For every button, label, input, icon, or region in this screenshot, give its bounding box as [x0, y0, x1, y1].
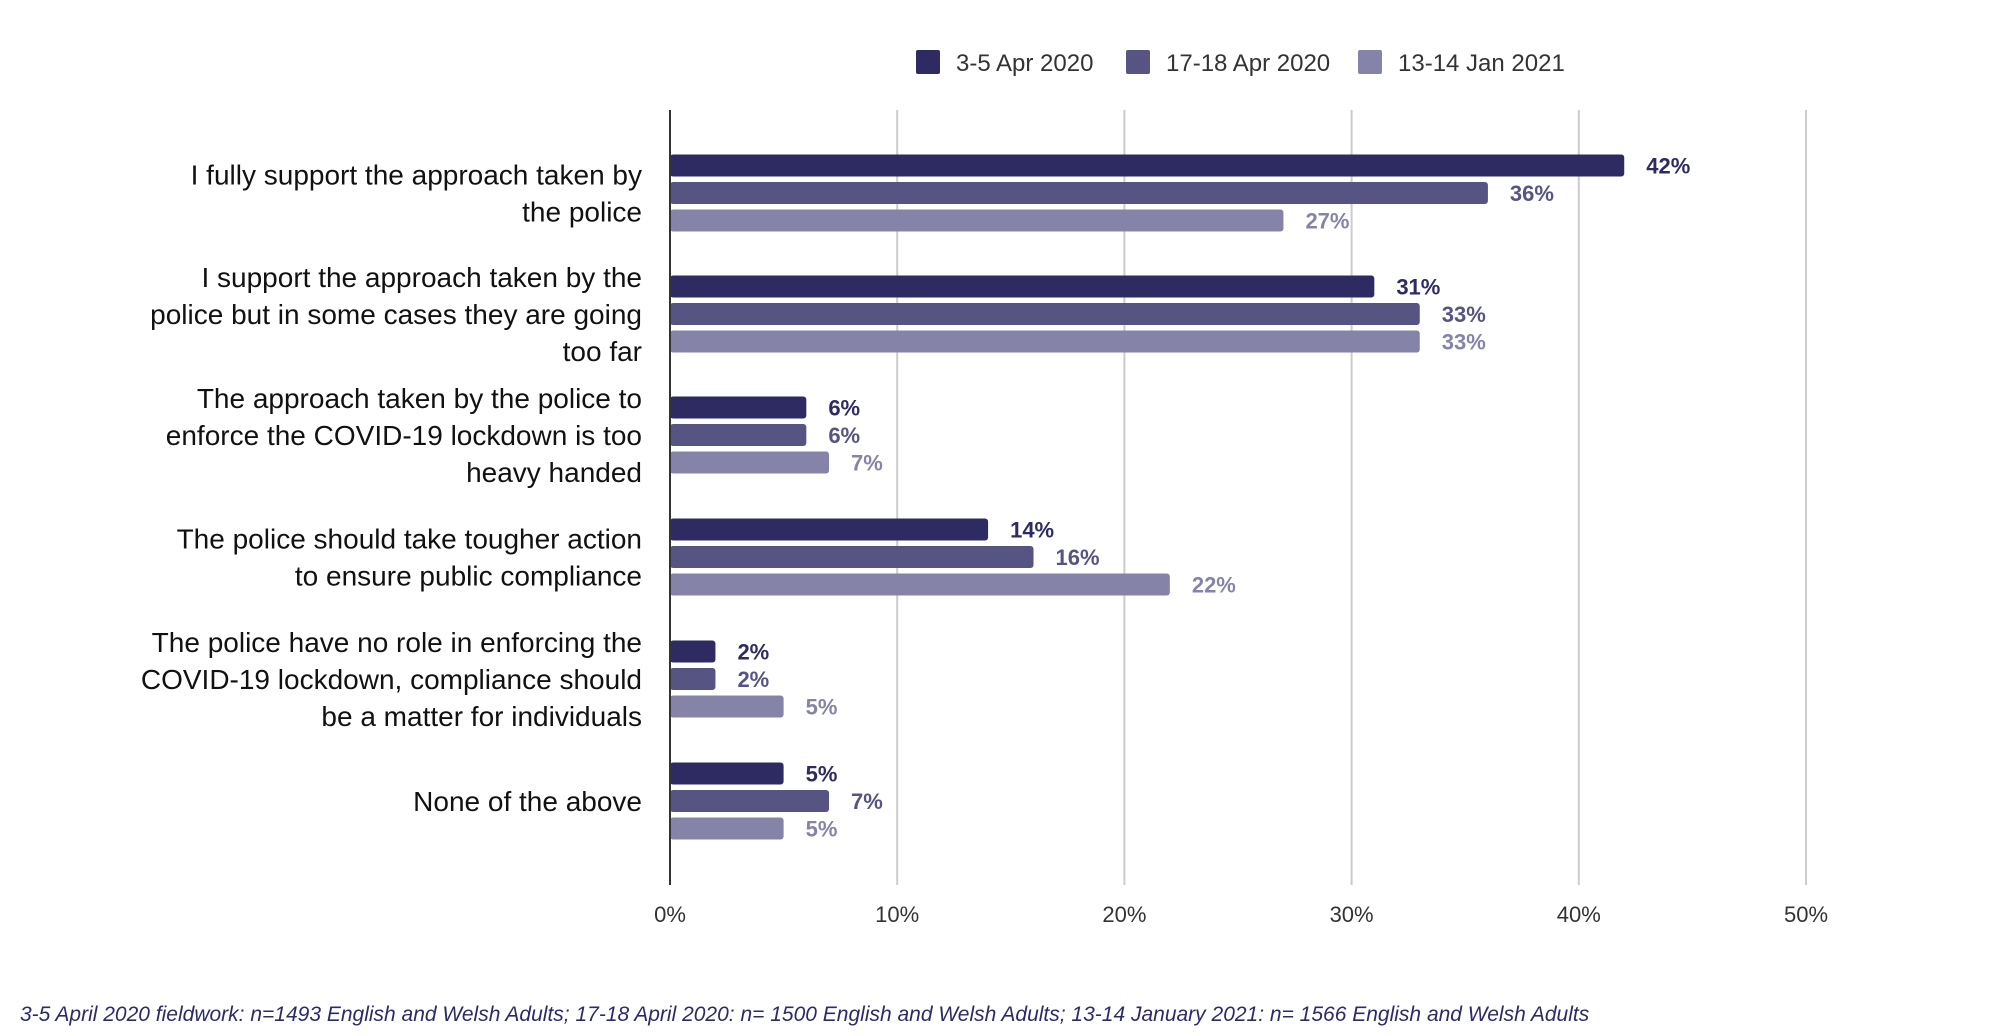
x-tick-label: 10% [875, 902, 919, 927]
category-label: I support the approach taken by the polic… [150, 262, 642, 367]
bar [670, 518, 989, 541]
data-label: 36% [1510, 181, 1554, 206]
data-label: 16% [1056, 545, 1100, 570]
data-label: 2% [737, 667, 769, 692]
bar [670, 668, 716, 690]
category-label: The police have no role in enforcing the… [141, 627, 642, 732]
legend-swatch [1358, 50, 1382, 74]
legend: 3-5 Apr 2020 17-18 Apr 2020 13-14 Jan 2021 [916, 50, 1565, 77]
data-label: 33% [1442, 302, 1486, 327]
legend-item: 13-14 Jan 2021 [1358, 50, 1565, 77]
bar [670, 790, 830, 812]
bar [670, 573, 1170, 596]
data-label: 6% [828, 423, 860, 448]
data-label: 42% [1646, 154, 1690, 179]
data-label: 31% [1396, 275, 1440, 300]
bar [670, 396, 807, 419]
data-label: 7% [851, 451, 883, 476]
bar [670, 640, 716, 663]
bar [670, 817, 784, 840]
category-label: The police should take tougher action to … [177, 524, 642, 592]
legend-swatch [916, 50, 940, 74]
gridlines [896, 110, 1807, 885]
data-label: 6% [828, 396, 860, 421]
bar [670, 209, 1284, 232]
footnote: 3-5 April 2020 fieldwork: n=1493 English… [20, 1003, 1590, 1026]
data-label: 14% [1010, 518, 1054, 543]
x-tick-label: 40% [1557, 902, 1601, 927]
bar [670, 424, 807, 446]
category-label: None of the above [413, 786, 642, 817]
bar [670, 303, 1420, 325]
data-label: 7% [851, 789, 883, 814]
bar [670, 546, 1034, 568]
bars: 42%36%27%31%33%33%6%6%7%14%16%22%2%2%5%5… [670, 154, 1690, 842]
x-tick-label: 0% [654, 902, 686, 927]
legend-item: 17-18 Apr 2020 [1126, 50, 1330, 77]
legend-label: 13-14 Jan 2021 [1398, 50, 1565, 77]
bar [670, 182, 1488, 204]
legend-label: 17-18 Apr 2020 [1166, 50, 1330, 77]
data-label: 5% [806, 695, 838, 720]
legend-swatch [1126, 50, 1150, 74]
bar-chart: 3-5 Apr 2020 17-18 Apr 2020 13-14 Jan 2021… [141, 50, 1828, 927]
category-label: The approach taken by the police to enfor… [166, 383, 642, 488]
legend-item: 3-5 Apr 2020 [916, 50, 1093, 77]
bar [670, 451, 830, 474]
data-label: 33% [1442, 330, 1486, 355]
data-label: 2% [737, 640, 769, 665]
legend-label: 3-5 Apr 2020 [956, 50, 1093, 77]
x-axis-ticks: 0% 10% 20% 30% 40% 50% [654, 902, 1828, 927]
data-label: 5% [806, 817, 838, 842]
bar [670, 275, 1375, 298]
x-tick-label: 30% [1330, 902, 1374, 927]
data-label: 5% [806, 762, 838, 787]
bar [670, 762, 784, 785]
category-labels: I fully support the approach taken by the… [141, 160, 642, 818]
x-tick-label: 50% [1784, 902, 1828, 927]
data-label: 22% [1192, 573, 1236, 598]
category-label: I fully support the approach taken by the… [191, 160, 642, 228]
data-label: 27% [1305, 209, 1349, 234]
bar [670, 695, 784, 718]
x-tick-label: 20% [1102, 902, 1146, 927]
bar [670, 154, 1625, 177]
bar [670, 330, 1420, 353]
